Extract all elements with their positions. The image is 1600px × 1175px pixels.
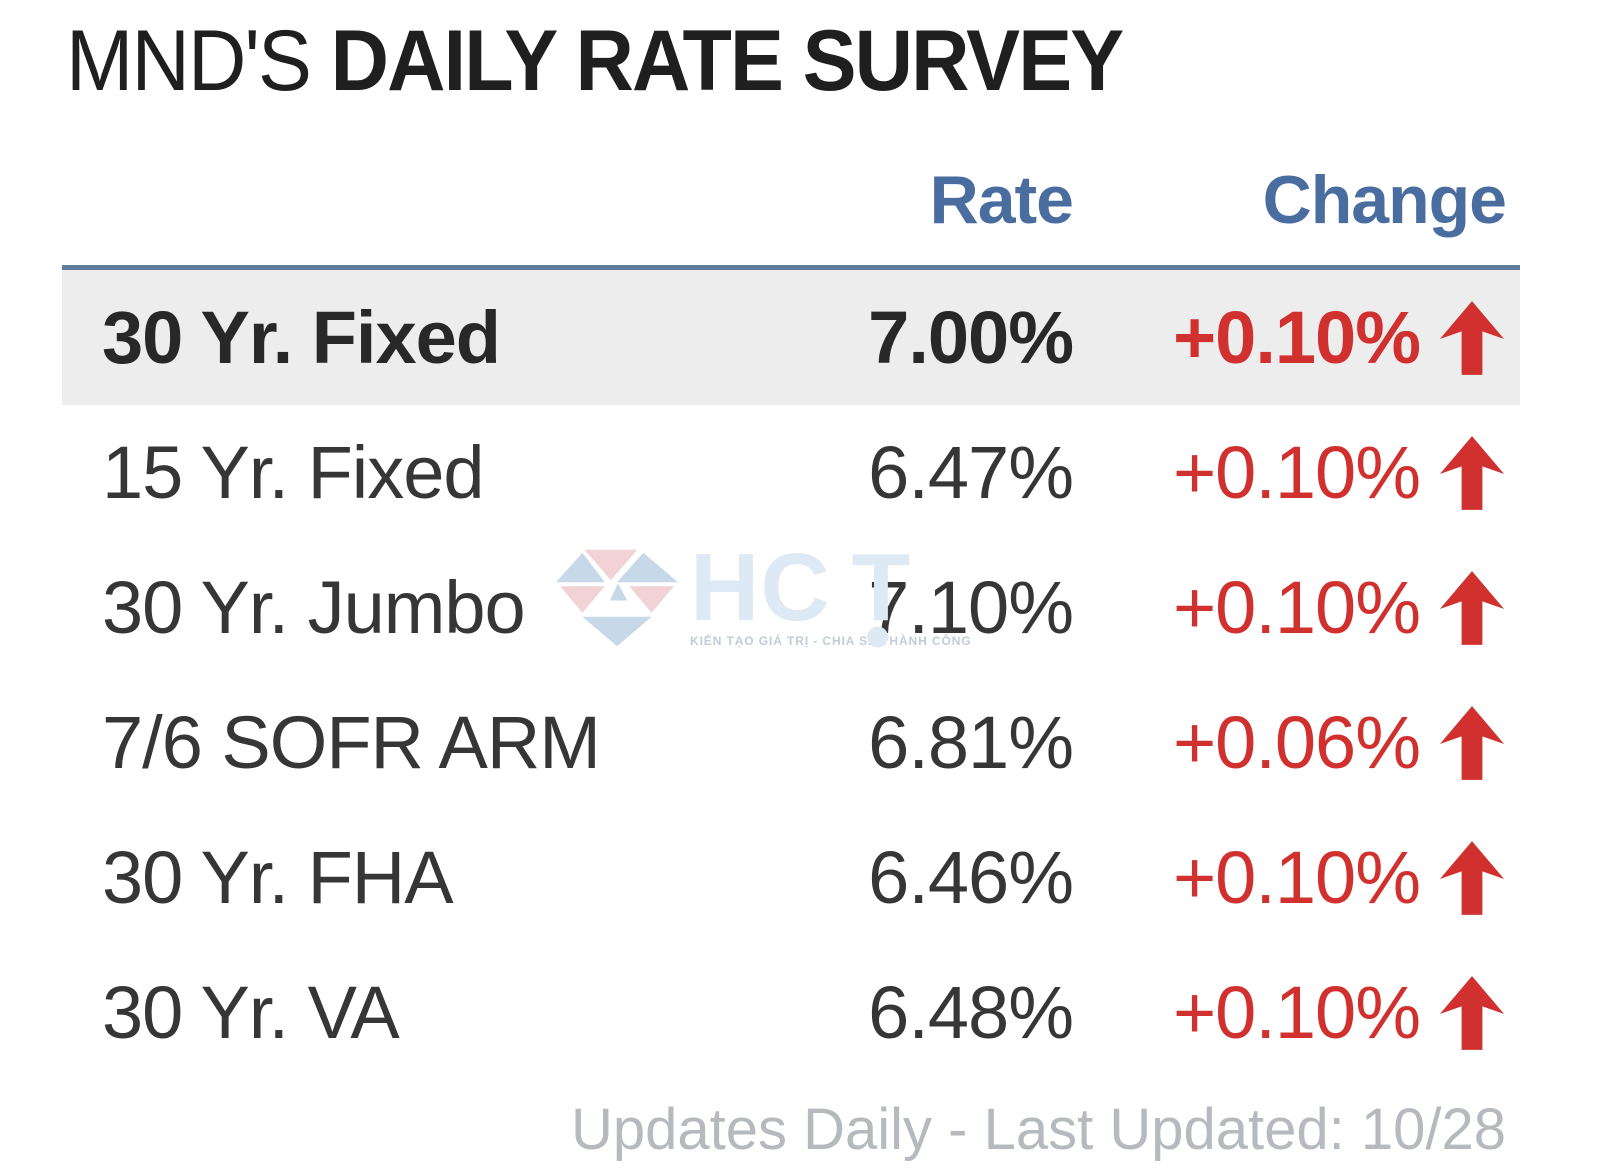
change-value: +0.10% bbox=[1172, 296, 1421, 379]
change-value: +0.10% bbox=[1172, 566, 1421, 649]
up-arrow-icon bbox=[1439, 300, 1505, 375]
table-row: 30 Yr. Fixed 7.00% +0.10% bbox=[62, 270, 1520, 405]
loan-type-label: 30 Yr. VA bbox=[102, 971, 400, 1054]
loan-type-label: 15 Yr. Fixed bbox=[102, 431, 485, 514]
page-title-prefix: MND'S bbox=[66, 13, 312, 109]
change-cell: +0.06% bbox=[1073, 700, 1506, 785]
rate-value: 7.10% bbox=[868, 566, 1074, 649]
change-cell: +0.10% bbox=[1073, 970, 1506, 1055]
change-value: +0.10% bbox=[1172, 836, 1421, 919]
table-rows: 30 Yr. Fixed 7.00% +0.10% 15 Yr. Fixed 6… bbox=[62, 265, 1520, 1080]
loan-type-label: 30 Yr. Jumbo bbox=[102, 566, 526, 649]
table-row: 7/6 SOFR ARM 6.81% +0.06% bbox=[62, 675, 1520, 810]
page-title-main: DAILY RATE SURVEY bbox=[330, 13, 1125, 109]
rate-value: 6.47% bbox=[868, 431, 1074, 514]
up-arrow-icon bbox=[1439, 840, 1505, 915]
up-arrow-icon bbox=[1439, 975, 1505, 1050]
up-arrow-icon bbox=[1439, 570, 1505, 645]
change-cell: +0.10% bbox=[1073, 430, 1506, 515]
change-cell: +0.10% bbox=[1073, 565, 1506, 650]
rate-value: 6.81% bbox=[868, 701, 1074, 784]
loan-type-label: 30 Yr. FHA bbox=[102, 836, 454, 919]
rate-value: 6.48% bbox=[868, 971, 1074, 1054]
up-arrow-icon bbox=[1439, 435, 1505, 510]
loan-type-label: 30 Yr. Fixed bbox=[102, 296, 501, 379]
table-row: 15 Yr. Fixed 6.47% +0.10% bbox=[62, 405, 1520, 540]
up-arrow-icon bbox=[1439, 705, 1505, 780]
table-header-row: Rate Change bbox=[62, 0, 1520, 265]
table-row: 30 Yr. Jumbo 7.10% +0.10% bbox=[62, 540, 1520, 675]
table-row: 30 Yr. VA 6.48% +0.10% bbox=[62, 945, 1520, 1080]
change-value: +0.06% bbox=[1172, 701, 1421, 784]
change-cell: +0.10% bbox=[1073, 295, 1506, 380]
rate-table: Rate Change 30 Yr. Fixed 7.00% +0.10% 15… bbox=[62, 0, 1520, 1080]
page-title: MND'S DAILY RATE SURVEY bbox=[66, 10, 1125, 112]
column-header-change: Change bbox=[1262, 162, 1507, 238]
rate-value: 7.00% bbox=[868, 296, 1074, 379]
loan-type-label: 7/6 SOFR ARM bbox=[102, 701, 601, 784]
rate-value: 6.46% bbox=[868, 836, 1074, 919]
column-header-rate: Rate bbox=[929, 162, 1074, 238]
table-row: 30 Yr. FHA 6.46% +0.10% bbox=[62, 810, 1520, 945]
change-value: +0.10% bbox=[1172, 971, 1421, 1054]
change-value: +0.10% bbox=[1172, 431, 1421, 514]
change-cell: +0.10% bbox=[1073, 835, 1506, 920]
footer-note: Updates Daily - Last Updated: 10/28 bbox=[571, 1097, 1506, 1162]
